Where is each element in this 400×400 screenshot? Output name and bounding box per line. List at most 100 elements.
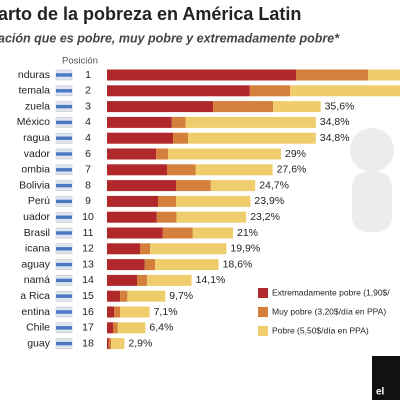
bar-segment: [296, 69, 368, 81]
flag-stripe: [56, 215, 72, 219]
bar-segment: [176, 180, 211, 192]
bar-segment: [150, 243, 227, 255]
bar-segment: [192, 227, 233, 239]
position: 9: [85, 195, 91, 207]
total-label: 2,9%: [128, 337, 152, 349]
bar-segment: [158, 195, 176, 207]
total-label: 9,7%: [169, 290, 193, 302]
flag-stripe: [56, 120, 72, 125]
bar-segment: [107, 69, 296, 81]
legend-swatch: [258, 326, 268, 336]
category-label: ragua: [23, 132, 50, 144]
flag-stripe: [56, 341, 72, 346]
bar-segment: [144, 259, 155, 271]
category-label: temala: [18, 85, 50, 97]
position: 10: [82, 211, 94, 223]
bar-segment: [107, 306, 115, 318]
bar-segment: [156, 211, 177, 223]
chart-title: arto de la pobreza en América Latin: [0, 4, 301, 24]
position: 15: [82, 290, 94, 302]
bar-segment: [107, 322, 113, 334]
bar-segment: [107, 101, 214, 113]
bar-segment: [107, 227, 163, 239]
bar-segment: [120, 290, 128, 302]
bar-segment: [117, 322, 146, 334]
category-label: uador: [23, 211, 50, 223]
total-label: 29%: [285, 148, 306, 160]
position: 6: [85, 148, 91, 160]
bar-segment: [107, 116, 172, 128]
position: 17: [82, 322, 94, 334]
bar-segment: [107, 243, 140, 255]
bar-segment: [107, 274, 137, 286]
category-label: icana: [25, 243, 50, 255]
bar-segment: [107, 180, 176, 192]
category-label: Bolivia: [19, 179, 50, 191]
category-label: a Rica: [20, 290, 50, 302]
total-label: 23,9%: [254, 195, 284, 207]
bar-segment: [213, 101, 274, 113]
legend-label: Extremadamente pobre (1,90$/: [272, 287, 390, 297]
category-label: entina: [21, 306, 50, 318]
position: 8: [85, 179, 91, 191]
flag-stripe: [56, 136, 72, 140]
position: 7: [85, 164, 91, 176]
category-label: Chile: [26, 322, 50, 334]
logo-box: [372, 356, 400, 400]
decoration: [350, 128, 394, 232]
bar-segment: [127, 290, 166, 302]
bar-segment: [273, 101, 321, 113]
bar-segment: [171, 116, 186, 128]
bar-segment: [188, 132, 316, 144]
logo: el: [376, 387, 385, 398]
bar-segment: [107, 195, 158, 207]
bar-segment: [249, 85, 290, 97]
total-label: 23,2%: [250, 211, 280, 223]
bar-segment: [107, 290, 121, 302]
category-label: aguay: [21, 258, 50, 270]
legend-swatch: [258, 307, 268, 317]
legend-label: Pobre (5,50$/día en PPA): [272, 325, 369, 335]
total-label: 24,7%: [259, 179, 289, 191]
total-label: 14,1%: [196, 274, 226, 286]
flag-stripe: [56, 262, 72, 267]
position: 11: [83, 227, 94, 239]
total-label: 35,6%: [325, 100, 355, 112]
flag-stripe: [56, 231, 72, 235]
flag-stripe: [56, 310, 72, 314]
bar-segment: [155, 259, 219, 271]
bar-segment: [173, 132, 188, 144]
category-label: ombia: [21, 164, 50, 176]
category-label: namá: [24, 274, 50, 286]
position: 18: [82, 337, 94, 349]
flag-stripe: [56, 294, 72, 298]
category-label: zuela: [25, 100, 50, 112]
flag-stripe: [56, 104, 72, 109]
bar-segment: [108, 338, 112, 350]
category-label: México: [17, 116, 50, 128]
flag-stripe: [56, 168, 72, 172]
total-label: 7,1%: [154, 306, 178, 318]
total-label: 21%: [237, 227, 258, 239]
bar-segment: [147, 274, 192, 286]
position: 16: [82, 306, 94, 318]
total-label: 34,8%: [320, 116, 350, 128]
total-label: 18,6%: [223, 258, 253, 270]
flag-stripe: [56, 152, 72, 156]
flag-stripe: [56, 247, 72, 251]
bar-segment: [107, 164, 167, 176]
bar-segment: [107, 259, 145, 271]
bar-segment: [140, 243, 151, 255]
position: 14: [82, 274, 94, 286]
bar-segment: [107, 148, 157, 160]
position: 2: [85, 85, 91, 97]
bar-segment: [107, 338, 109, 350]
bar-segment: [368, 69, 400, 81]
category-label: nduras: [18, 69, 50, 81]
position-header: Posición: [62, 56, 98, 67]
flag-stripe: [56, 199, 72, 204]
bar-segment: [107, 132, 173, 144]
total-label: 6,4%: [149, 322, 173, 334]
category-label: Perú: [28, 195, 50, 207]
position: 4: [85, 116, 91, 128]
